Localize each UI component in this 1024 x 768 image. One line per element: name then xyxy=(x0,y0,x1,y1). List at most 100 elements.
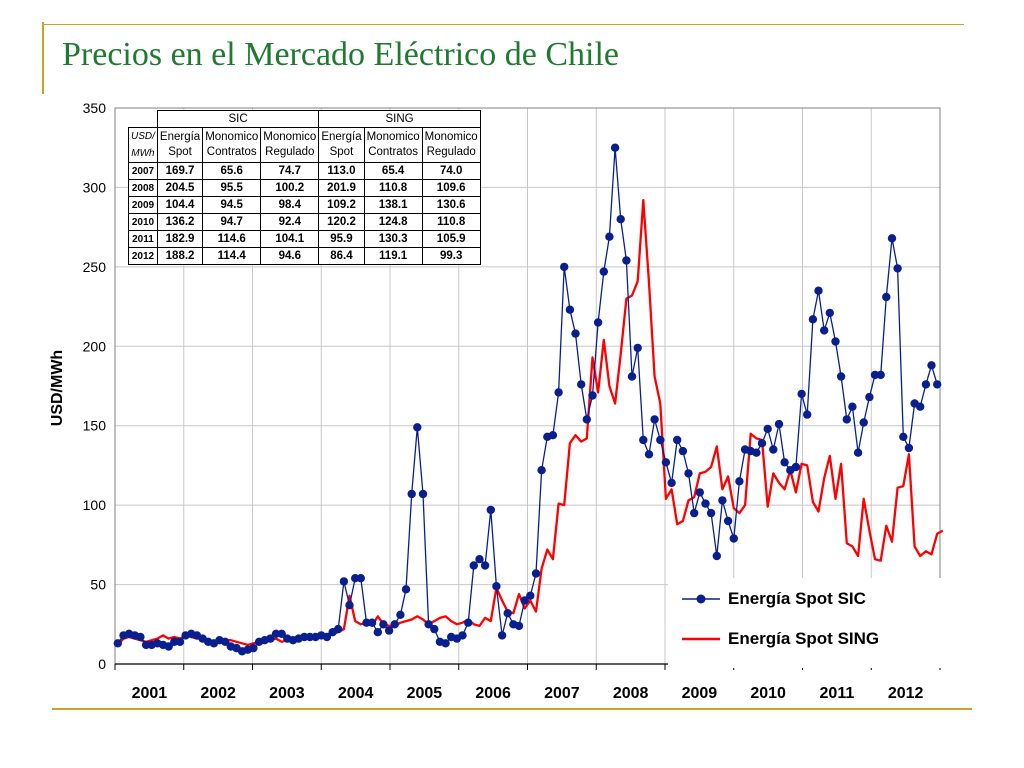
data-point-sic xyxy=(373,628,382,637)
table-value-cell: 119.1 xyxy=(363,247,423,265)
data-point-sic xyxy=(712,551,721,561)
data-point-sic xyxy=(706,508,716,518)
table-value-cell: 74.0 xyxy=(421,162,481,180)
table-value-cell: 65.4 xyxy=(363,162,423,180)
table-value-cell: 86.4 xyxy=(318,247,365,265)
table-row: 2009 104.4 94.5 98.4 109.2 138.1 130.6 xyxy=(128,196,481,214)
y-tick-label: 300 xyxy=(83,179,107,195)
data-point-sic xyxy=(678,446,688,456)
table-group-header-sic: SIC xyxy=(156,110,320,128)
chart-series xyxy=(113,143,944,656)
data-point-sic xyxy=(221,637,230,646)
data-point-sic xyxy=(497,631,507,640)
data-point-sic xyxy=(921,380,931,389)
data-point-sic xyxy=(418,489,428,499)
table-value-cell: 169.7 xyxy=(156,162,204,180)
table-value-cell: 104.1 xyxy=(260,230,320,248)
legend-item-sic: Energía Spot SIC xyxy=(682,588,866,610)
data-point-sic xyxy=(175,637,185,646)
table-value-cell: 74.7 xyxy=(260,162,320,180)
table-column-header: Energía Spot xyxy=(318,127,365,163)
y-tick-label: 250 xyxy=(83,259,107,275)
data-point-sic xyxy=(390,620,399,629)
data-point-sic xyxy=(334,624,343,634)
table-column-header: Monomico Regulado xyxy=(260,127,320,163)
y-tick-label: 200 xyxy=(83,338,107,354)
data-point-sic xyxy=(774,419,784,429)
table-value-cell: 114.6 xyxy=(202,230,262,248)
data-point-sic xyxy=(616,215,625,224)
data-point-sic xyxy=(464,618,473,627)
data-point-sic xyxy=(627,372,637,381)
table-value-cell: 110.8 xyxy=(421,213,481,231)
data-point-sic xyxy=(430,624,439,634)
table-value-cell: 182.9 xyxy=(156,230,204,248)
data-point-sic xyxy=(407,489,416,499)
table-value-cell: 92.4 xyxy=(260,213,320,231)
data-point-sic xyxy=(859,418,868,427)
data-point-sic xyxy=(735,477,744,486)
data-point-sic xyxy=(582,415,591,424)
data-point-sic xyxy=(814,286,823,295)
data-point-sic xyxy=(865,392,874,402)
x-tick-label: 2011 xyxy=(820,685,855,702)
legend-swatch-sic xyxy=(682,594,720,604)
data-point-sic xyxy=(667,478,676,488)
chart-legend: Energía Spot SIC Energía Spot SING xyxy=(668,578,942,668)
data-point-sic xyxy=(266,634,275,643)
table-value-cell: 188.2 xyxy=(156,247,204,265)
data-point-sic xyxy=(560,262,569,272)
title-accent-horizontal-line xyxy=(42,24,964,25)
data-point-sic xyxy=(757,439,767,448)
column-header-line-1: Monomico xyxy=(424,131,478,143)
table-value-cell: 109.2 xyxy=(318,196,365,214)
data-point-sic xyxy=(803,410,812,419)
data-point-sic xyxy=(887,234,897,243)
table-value-cell: 95.5 xyxy=(202,179,262,197)
data-point-sic xyxy=(695,488,704,497)
table-column-header-row: USD/ MWh Energía Spot Monomico Contratos M… xyxy=(128,127,481,163)
data-point-sic xyxy=(825,308,834,318)
column-header-line-1: Energía xyxy=(321,131,362,143)
y-tick-label: 0 xyxy=(98,656,106,672)
data-point-sic xyxy=(565,305,575,314)
data-point-sic xyxy=(780,458,789,467)
legend-item-sing: Energía Spot SING xyxy=(682,628,879,650)
table-value-cell: 104.4 xyxy=(156,196,204,214)
column-header-line-2: Regulado xyxy=(265,146,315,158)
x-tick-label: 2012 xyxy=(888,685,924,702)
y-axis-ticks: 0 50 100 150 200 250 300 350 xyxy=(83,100,107,672)
table-value-cell: 94.6 xyxy=(260,247,320,265)
column-header-line-1: Energía xyxy=(159,131,201,143)
y-tick-label: 150 xyxy=(83,418,107,434)
table-value-cell: 120.2 xyxy=(318,213,365,231)
y-axis-label: USD/MWh xyxy=(49,350,66,426)
data-point-sic xyxy=(605,232,614,241)
data-point-sic xyxy=(622,256,631,265)
legend-swatch-sing xyxy=(682,637,720,641)
table-value-cell: 204.5 xyxy=(156,179,204,197)
data-point-sic xyxy=(164,642,173,651)
data-point-sic xyxy=(367,618,377,627)
data-point-sic xyxy=(339,577,349,586)
data-point-sic xyxy=(916,402,925,411)
data-point-sic xyxy=(249,643,258,653)
data-point-sic xyxy=(424,620,433,629)
table-row: 2007 169.7 65.6 74.7 113.0 65.4 74.0 xyxy=(128,162,481,180)
column-header-line-1: Monomico xyxy=(263,131,317,143)
data-point-sic xyxy=(644,450,654,459)
table-value-cell: 95.9 xyxy=(318,230,365,248)
table-value-cell: 105.9 xyxy=(421,230,481,248)
table-column-header: Monomico Regulado xyxy=(421,127,481,163)
data-point-sic xyxy=(514,621,524,631)
column-header-line-2: Contratos xyxy=(206,146,257,158)
data-point-sic xyxy=(599,267,608,276)
table-row: 2010 136.2 94.7 92.4 120.2 124.8 110.8 xyxy=(128,213,481,231)
table-corner-cell xyxy=(128,110,158,128)
data-point-sic xyxy=(723,516,733,526)
x-tick-label: 2005 xyxy=(407,685,443,702)
data-point-sic xyxy=(492,582,501,591)
data-point-sic xyxy=(791,462,801,472)
table-column-header: Energía Spot xyxy=(156,127,204,163)
